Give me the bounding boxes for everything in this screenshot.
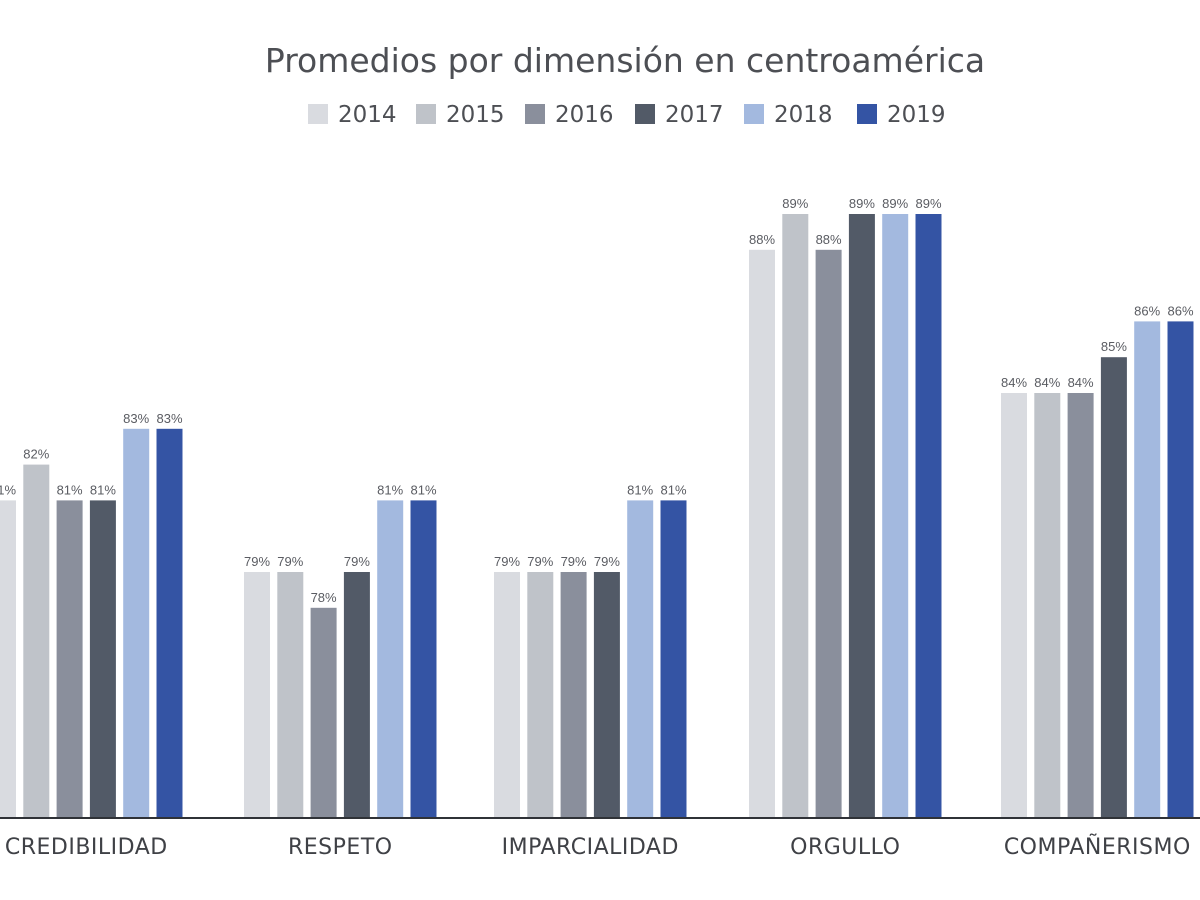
bar-imparcialidad-2014 [494, 572, 520, 818]
bar-label-imparcialidad-2019: 81% [660, 482, 686, 497]
bar-label-companerismo-2016: 84% [1068, 375, 1094, 390]
legend-label-2014: 2014 [338, 102, 397, 128]
bar-label-respeto-2016: 78% [311, 590, 337, 605]
bar-label-imparcialidad-2015: 79% [527, 554, 553, 569]
bar-label-companerismo-2015: 84% [1034, 375, 1060, 390]
bar-groups [0, 214, 1194, 819]
bar-imparcialidad-2016 [560, 572, 587, 818]
bar-label-respeto-2019: 81% [410, 482, 436, 497]
bar-label-imparcialidad-2018: 81% [627, 482, 653, 497]
bar-label-credibilidad-2015: 82% [23, 447, 49, 462]
bar-companerismo-2017 [1100, 357, 1127, 818]
legend-label-2017: 2017 [665, 102, 724, 128]
bar-companerismo-2018 [1134, 321, 1161, 818]
bar-label-respeto-2018: 81% [377, 482, 403, 497]
legend-label-2019: 2019 [887, 102, 946, 128]
legend-label-2015: 2015 [446, 102, 505, 128]
category-label-companerismo: COMPAÑERISMO [1004, 833, 1191, 860]
bar-label-companerismo-2017: 85% [1101, 339, 1127, 354]
category-labels: CREDIBILIDAD RESPETO IMPARCIALIDAD ORGULLO C… [5, 833, 1191, 860]
legend-swatch-2017 [635, 104, 655, 124]
legend-label-2018: 2018 [774, 102, 833, 128]
bar-orgullo-2016 [815, 249, 842, 819]
category-label-respeto: RESPETO [288, 835, 393, 860]
bar-label-orgullo-2018: 89% [882, 196, 908, 211]
bar-companerismo-2015 [1034, 393, 1061, 818]
bar-credibilidad-2017 [89, 500, 116, 818]
bar-label-orgullo-2015: 89% [782, 196, 808, 211]
legend-swatch-2015 [416, 104, 436, 124]
bar-label-credibilidad-2016: 81% [57, 482, 83, 497]
bar-orgullo-2018 [882, 214, 909, 818]
bar-label-respeto-2017: 79% [344, 554, 370, 569]
bar-label-imparcialidad-2016: 79% [561, 554, 587, 569]
bar-respeto-2016 [310, 607, 337, 818]
bar-label-respeto-2015: 79% [277, 554, 303, 569]
legend-swatch-2014 [308, 104, 328, 124]
bar-label-credibilidad-2017: 81% [90, 482, 116, 497]
bar-label-orgullo-2019: 89% [915, 196, 941, 211]
bar-label-imparcialidad-2017: 79% [594, 554, 620, 569]
bar-label-companerismo-2019: 86% [1167, 303, 1193, 318]
bar-companerismo-2019 [1167, 321, 1194, 818]
category-label-credibilidad: CREDIBILIDAD [5, 835, 168, 860]
legend: 2014 2015 2016 2017 2018 2019 [308, 102, 946, 128]
bar-orgullo-2017 [848, 214, 875, 818]
bar-imparcialidad-2019 [660, 500, 687, 818]
bar-imparcialidad-2018 [627, 500, 654, 818]
category-label-orgullo: ORGULLO [790, 835, 900, 860]
bar-respeto-2018 [377, 500, 404, 818]
bar-label-credibilidad-2014: 81% [0, 482, 16, 497]
bar-label-orgullo-2017: 89% [849, 196, 875, 211]
legend-swatch-2016 [525, 104, 545, 124]
bar-label-orgullo-2014: 88% [749, 232, 775, 247]
bar-respeto-2015 [277, 572, 304, 818]
bar-credibilidad-2014 [0, 500, 16, 818]
bar-label-imparcialidad-2014: 79% [494, 554, 520, 569]
category-label-imparcialidad: IMPARCIALIDAD [502, 835, 679, 860]
legend-swatch-2018 [744, 104, 764, 124]
bar-imparcialidad-2017 [593, 572, 620, 818]
bar-label-companerismo-2014: 84% [1001, 375, 1027, 390]
bar-respeto-2014 [244, 572, 270, 818]
bar-label-credibilidad-2018: 83% [123, 411, 149, 426]
bar-credibilidad-2019 [156, 428, 183, 818]
bar-orgullo-2015 [782, 214, 809, 818]
bar-companerismo-2014 [1001, 393, 1027, 818]
bar-respeto-2017 [343, 572, 370, 818]
bar-companerismo-2016 [1067, 393, 1094, 818]
bar-credibilidad-2016 [56, 500, 83, 818]
bar-value-labels: 81% 82% 81% 81% 83% 83% 79% 79% 78% 79% 81% 81% 79% 7… [0, 196, 1194, 605]
chart-title: Promedios por dimensión en centroamérica [265, 41, 985, 80]
bar-credibilidad-2015 [23, 464, 50, 818]
bar-orgullo-2019 [915, 214, 942, 818]
legend-label-2016: 2016 [555, 102, 614, 128]
bar-orgullo-2014 [749, 249, 775, 819]
bar-label-orgullo-2016: 88% [816, 232, 842, 247]
bar-respeto-2019 [410, 500, 437, 818]
bar-label-credibilidad-2019: 83% [156, 411, 182, 426]
bar-label-respeto-2014: 79% [244, 554, 270, 569]
legend-swatch-2019 [857, 104, 877, 124]
bar-label-companerismo-2018: 86% [1134, 303, 1160, 318]
bar-imparcialidad-2015 [527, 572, 554, 818]
bar-credibilidad-2018 [123, 428, 150, 818]
